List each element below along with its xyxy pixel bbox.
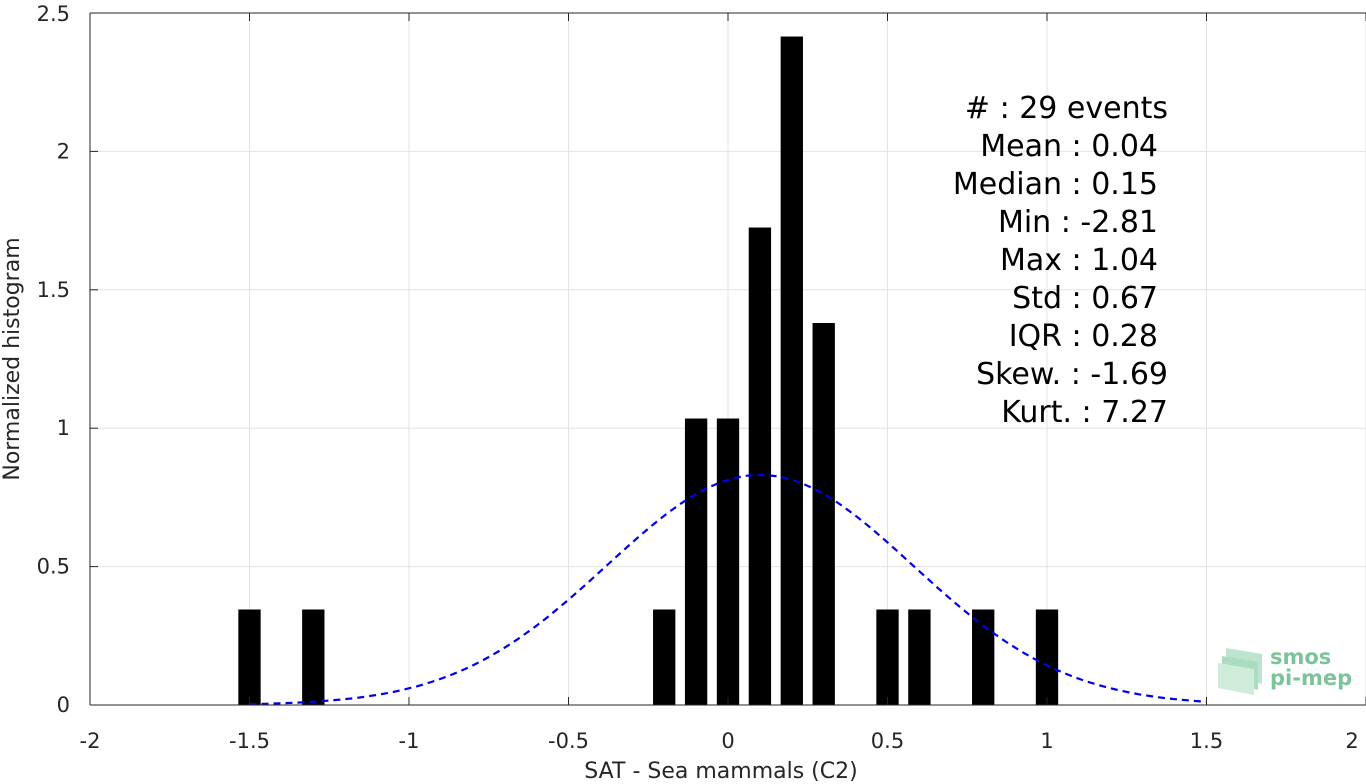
histogram-bar-5 xyxy=(748,227,772,705)
stats-box: # : 29 events Mean : 0.04 Median : 0.15 … xyxy=(953,91,1168,430)
histogram-bar-10 xyxy=(972,609,995,705)
stats-median: Median : 0.15 xyxy=(953,167,1158,202)
histogram-bar-11 xyxy=(1035,609,1059,705)
histogram-bar-9 xyxy=(908,609,931,705)
stats-skew: Skew. : -1.69 xyxy=(976,357,1168,392)
x-tick-label-6: 1 xyxy=(1040,729,1053,753)
logo-text-smos: smos xyxy=(1270,645,1331,669)
histogram-bar-1 xyxy=(302,609,325,705)
y-tick-label-1: 0.5 xyxy=(37,555,70,579)
y-tick-label-5: 2.5 xyxy=(37,2,70,26)
y-tick-label-3: 1.5 xyxy=(37,278,70,302)
stats-max: Max : 1.04 xyxy=(1000,243,1158,278)
stats-min: Min : -2.81 xyxy=(998,205,1158,240)
stats-events: # : 29 events xyxy=(965,91,1168,126)
x-axis-label: SAT - Sea mammals (C2) xyxy=(584,759,857,784)
histogram-bar-7 xyxy=(812,323,835,705)
y-tick-label-0: 0 xyxy=(57,693,70,717)
x-tick-label-0: -2 xyxy=(80,729,101,753)
logo-text-pimep: pi-mep xyxy=(1270,666,1352,690)
stats-std: Std : 0.67 xyxy=(1012,281,1158,316)
stats-kurt: Kurt. : 7.27 xyxy=(1001,395,1168,430)
smos-pi-mep-logo: smos pi-mep xyxy=(1218,645,1352,695)
y-tick-label-2: 1 xyxy=(57,416,70,440)
logo-layers-icon xyxy=(1218,648,1262,695)
x-tick-label-8: 2 xyxy=(1345,729,1358,753)
x-tick-label-4: 0 xyxy=(721,729,734,753)
axes-frame xyxy=(89,12,1366,706)
histogram-bar-0 xyxy=(238,609,261,705)
histogram-bar-3 xyxy=(684,418,708,705)
y-axis-label: Normalized histogram xyxy=(0,237,25,480)
y-tick-labels: 0 0.5 1 1.5 2 2.5 xyxy=(37,2,70,717)
stats-iqr: IQR : 0.28 xyxy=(1009,319,1158,354)
x-tick-label-3: -0.5 xyxy=(548,729,589,753)
x-tick-labels: -2 -1.5 -1 -0.5 0 0.5 1 1.5 2 xyxy=(80,729,1359,753)
histogram-bar-6 xyxy=(780,36,803,705)
y-tick-label-4: 2 xyxy=(57,139,70,163)
histogram-bar-4 xyxy=(716,418,740,705)
stats-mean: Mean : 0.04 xyxy=(980,129,1158,164)
histogram-bar-8 xyxy=(876,609,899,705)
x-tick-label-1: -1.5 xyxy=(229,729,270,753)
normal-fit-curve xyxy=(249,473,1207,706)
x-tick-label-7: 1.5 xyxy=(1190,729,1223,753)
histogram-bars xyxy=(238,36,1059,705)
x-tick-label-2: -1 xyxy=(399,729,420,753)
x-tick-label-5: 0.5 xyxy=(871,729,904,753)
histogram-bar-2 xyxy=(653,609,676,705)
